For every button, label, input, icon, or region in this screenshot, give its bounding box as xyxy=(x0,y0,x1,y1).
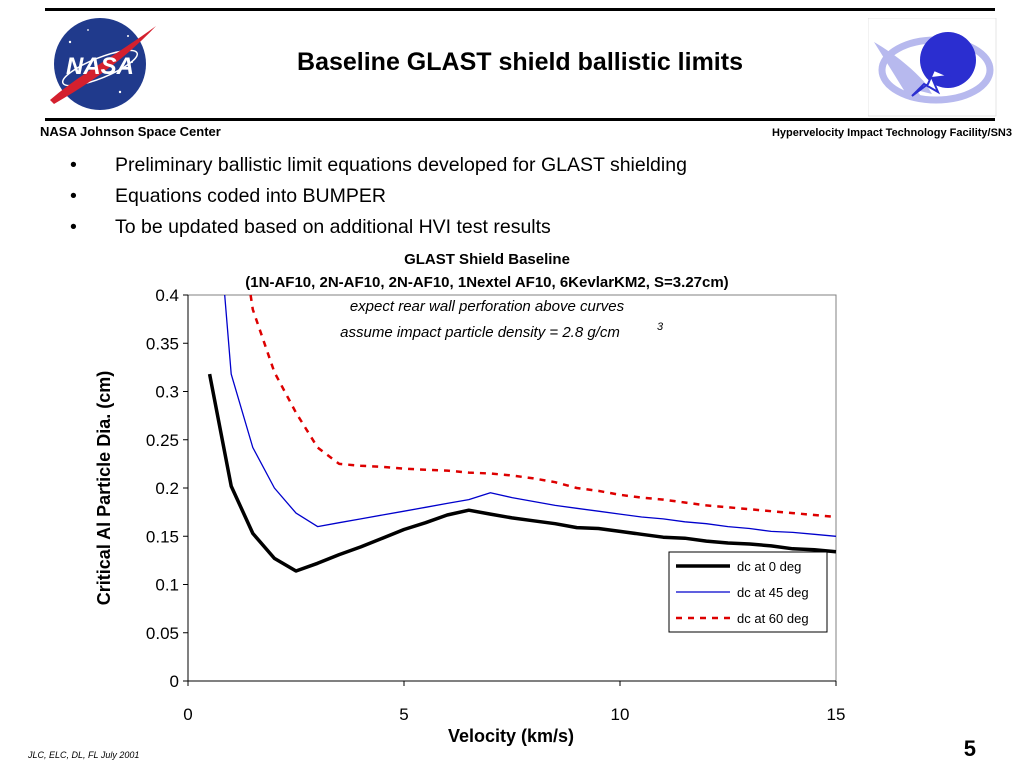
bullet-text: To be updated based on additional HVI te… xyxy=(115,216,551,238)
y-tick-label: 0.35 xyxy=(146,334,179,353)
series-line-60deg xyxy=(249,294,837,519)
nasa-logo: NASA xyxy=(50,18,156,110)
bullet-text: Preliminary ballistic limit equations de… xyxy=(115,154,687,176)
y-tick-label: 0.4 xyxy=(155,286,179,305)
bullet-item: • Preliminary ballistic limit equations d… xyxy=(70,150,687,181)
legend-label-0deg: dc at 0 deg xyxy=(737,559,801,574)
x-tick-label: 5 xyxy=(399,705,408,724)
bullet-item: • To be updated based on additional HVI t… xyxy=(70,212,687,243)
bullet-item: • Equations coded into BUMPER xyxy=(70,181,687,212)
annotation-2-superscript: 3 xyxy=(657,321,664,333)
annotation-1: expect rear wall perforation above curve… xyxy=(350,298,625,315)
series-line-0deg xyxy=(207,373,837,573)
chart-subtitle: (1N-AF10, 2N-AF10, 2N-AF10, 1Nextel AF10… xyxy=(245,274,728,291)
x-tick-label: 10 xyxy=(611,705,630,724)
bullet-text: Equations coded into BUMPER xyxy=(115,185,386,207)
y-axis-label: Critical Al Particle Dia. (cm) xyxy=(94,371,114,605)
y-tick-label: 0.1 xyxy=(155,576,179,595)
org-left-label: NASA Johnson Space Center xyxy=(40,124,221,139)
x-tick-label: 0 xyxy=(183,705,192,724)
org-right-label: Hypervelocity Impact Technology Facility… xyxy=(771,127,1012,139)
y-tick-label: 0.3 xyxy=(155,383,179,402)
series-layer xyxy=(207,294,837,573)
footer-credits: JLC, ELC, DL, FL July 2001 xyxy=(28,750,140,760)
page-number: 5 xyxy=(963,736,976,761)
legend-label-45deg: dc at 45 deg xyxy=(737,585,809,600)
slide-title: Baseline GLAST shield ballistic limits xyxy=(297,48,743,76)
chart-title: GLAST Shield Baseline xyxy=(404,251,570,268)
series-line-45deg xyxy=(224,294,837,537)
y-tick-label: 0.15 xyxy=(146,527,179,546)
chart: GLAST Shield Baseline (1N-AF10, 2N-AF10,… xyxy=(94,251,846,746)
header-top-rule xyxy=(45,8,995,11)
y-tick-label: 0 xyxy=(170,672,179,691)
bullet-dot: • xyxy=(70,216,77,238)
x-axis: 0 5 10 15 xyxy=(183,680,846,724)
header-bottom-rule xyxy=(45,118,995,121)
y-axis: 0 0.05 0.1 0.15 0.2 0.25 0.3 0.35 0.4 xyxy=(146,286,189,691)
y-tick-label: 0.25 xyxy=(146,431,179,450)
bullet-list: • Preliminary ballistic limit equations d… xyxy=(70,150,687,243)
bullet-dot: • xyxy=(70,154,77,176)
legend-label-60deg: dc at 60 deg xyxy=(737,611,809,626)
x-tick-label: 15 xyxy=(827,705,846,724)
bullet-dot: • xyxy=(70,185,77,207)
annotation-2: assume impact particle density = 2.8 g/c… xyxy=(340,324,620,341)
hvit-logo xyxy=(868,18,997,117)
y-tick-label: 0.05 xyxy=(146,624,179,643)
legend: dc at 0 deg dc at 45 deg dc at 60 deg xyxy=(668,551,828,633)
nasa-logo-text: NASA xyxy=(66,53,134,80)
y-tick-label: 0.2 xyxy=(155,479,179,498)
x-axis-label: Velocity (km/s) xyxy=(448,726,574,746)
